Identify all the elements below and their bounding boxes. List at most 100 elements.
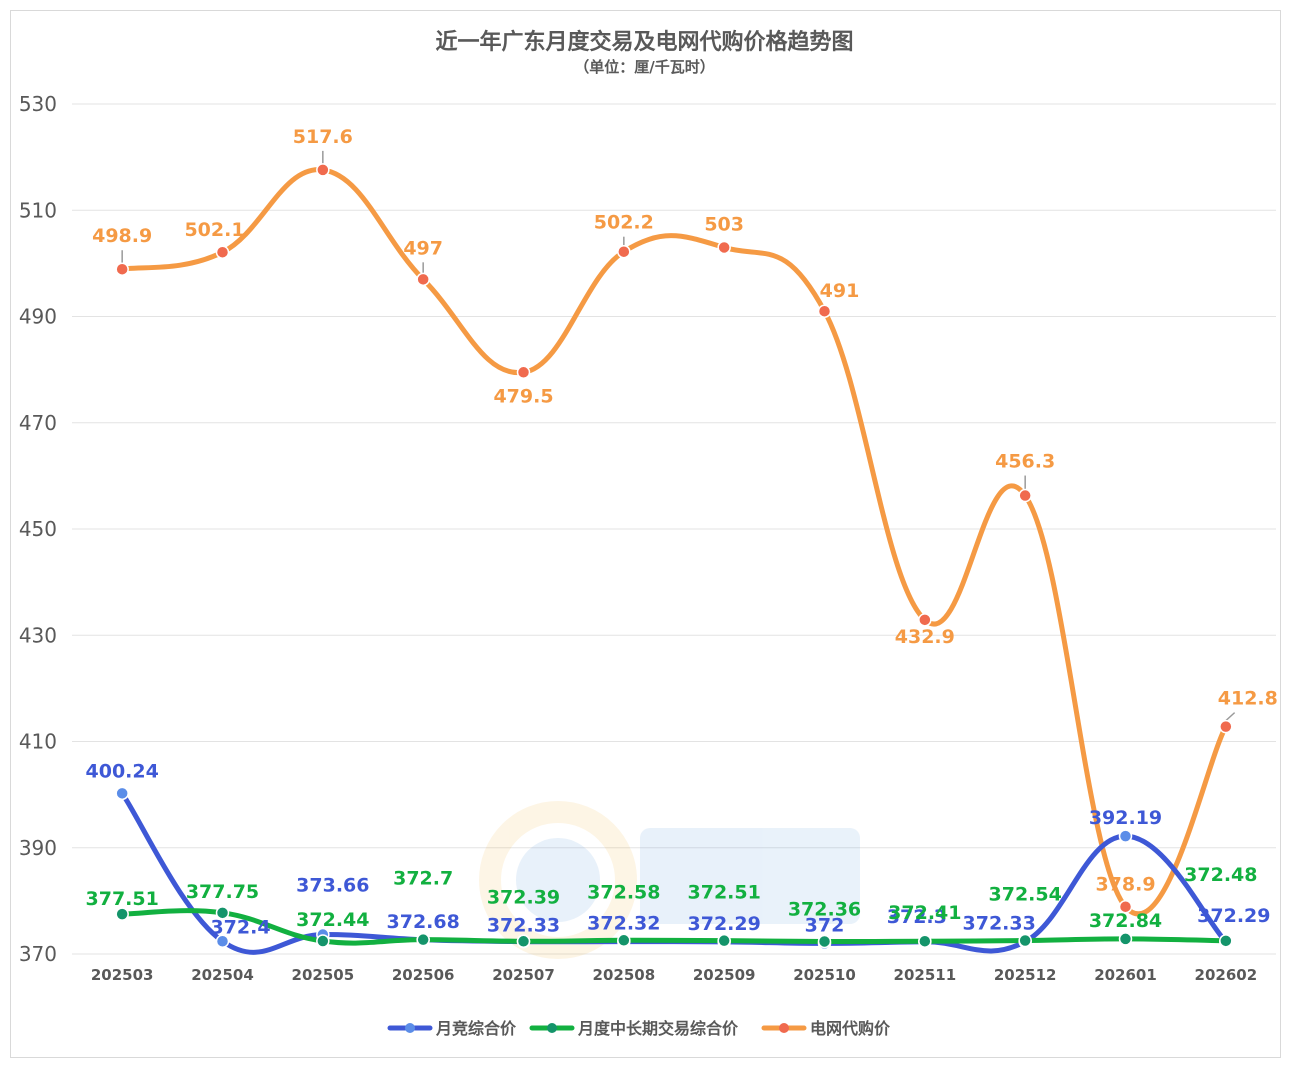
x-tick-label: 202601 [1094, 966, 1157, 984]
chart-frame [10, 10, 1281, 1058]
x-tick-label: 202507 [492, 966, 555, 984]
y-tick-label: 370 [19, 942, 57, 966]
y-tick-label: 490 [19, 305, 57, 329]
data-label: 392.19 [1089, 807, 1162, 829]
y-tick-label: 530 [19, 92, 57, 116]
series-2-point [617, 244, 631, 259]
series-0-point [1118, 829, 1133, 843]
leader-line [1225, 712, 1236, 722]
series-1-point [817, 934, 832, 949]
series-1-point [918, 934, 932, 948]
x-tick-label: 202504 [191, 966, 254, 984]
data-label: 491 [820, 280, 860, 302]
series-2-point [215, 245, 230, 259]
gridlines [72, 103, 1276, 955]
data-label: 378.9 [1095, 874, 1155, 896]
data-label: 372.33 [487, 915, 560, 937]
series-1-point [1219, 934, 1233, 948]
series-markers [115, 163, 1233, 951]
data-label: 377.51 [86, 888, 159, 910]
data-label: 377.75 [186, 881, 259, 903]
series-lines [119, 167, 1229, 955]
x-tick-label: 202510 [793, 966, 856, 984]
data-label: 372.29 [688, 913, 761, 935]
data-labels: 400.24 372.4 373.66 372.68 372.33 372.32 372.2… [86, 126, 1278, 938]
series-2-point [316, 163, 330, 177]
data-label: 372.36 [788, 898, 861, 920]
data-label: 479.5 [493, 385, 553, 407]
x-tick-label: 202503 [91, 966, 154, 984]
x-tick-label: 202511 [894, 966, 957, 984]
label-leader-lines [121, 150, 1236, 722]
data-label: 372.29 [1197, 905, 1270, 927]
data-label: 372.54 [989, 884, 1062, 906]
series-1-point [316, 934, 330, 948]
data-label: 372.3 [887, 906, 947, 928]
data-label: 372.41 [888, 902, 961, 924]
series-2-point [115, 262, 129, 276]
x-tick-label: 202505 [292, 966, 355, 984]
data-label: 372.58 [587, 881, 660, 903]
series-1-point [416, 932, 430, 947]
x-tick-label: 202509 [693, 966, 756, 984]
legend-label: 电网代购价 [810, 1019, 891, 1038]
y-tick-label: 450 [19, 517, 57, 541]
x-tick-label: 202508 [593, 966, 656, 984]
series-2-point [516, 365, 531, 380]
data-label: 372.39 [487, 886, 560, 908]
series-2-point [416, 272, 430, 287]
data-label: 498.9 [92, 225, 152, 247]
data-label: 497 [403, 237, 443, 259]
legend-label: 月竞综合价 [435, 1019, 517, 1038]
series-1-point [617, 933, 631, 948]
series-1-point [516, 934, 531, 949]
data-label: 372.7 [393, 868, 453, 890]
data-label: 503 [704, 213, 744, 235]
series-1-point [1018, 933, 1032, 948]
data-label: 372.33 [963, 913, 1036, 935]
y-tick-label: 410 [19, 730, 57, 754]
chart-subtitle: （单位：厘/千瓦时） [574, 58, 715, 76]
data-label: 372.44 [296, 909, 369, 931]
data-label: 372.51 [688, 882, 761, 904]
series-2-point [1018, 488, 1032, 503]
series-1-point [1118, 932, 1133, 946]
data-label: 412.8 [1218, 688, 1278, 710]
series-line-2 [119, 167, 1229, 917]
legend-swatch-marker [547, 1023, 557, 1033]
data-label: 372.68 [387, 911, 460, 933]
data-label: 372.48 [1184, 864, 1257, 886]
series-2-point [918, 613, 932, 627]
series-2-point [717, 240, 731, 255]
data-label: 372.4 [210, 916, 270, 938]
data-label: 373.66 [296, 875, 369, 897]
series-1-point [717, 933, 731, 948]
series-0-point [115, 786, 129, 801]
data-label: 372 [805, 914, 845, 936]
chart-title: 近一年广东月度交易及电网代购价格趋势图 [435, 30, 854, 55]
x-tick-label: 202512 [994, 966, 1057, 984]
y-tick-label: 470 [19, 411, 57, 435]
y-tick-label: 430 [19, 623, 57, 647]
series-line-1 [119, 908, 1229, 946]
legend: 月竞综合价 月度中长期交易综合价 电网代购价 [387, 1019, 891, 1038]
y-tick-label: 390 [19, 836, 57, 860]
watermark-logo [479, 801, 860, 959]
x-tick-label: 202602 [1195, 966, 1258, 984]
data-label: 517.6 [293, 126, 353, 148]
legend-label: 月度中长期交易综合价 [577, 1019, 739, 1038]
data-label: 456.3 [995, 451, 1055, 473]
series-0-point [215, 934, 230, 948]
data-label: 502.2 [594, 212, 654, 234]
y-tick-label: 510 [19, 198, 57, 222]
data-label: 372.32 [587, 913, 660, 935]
y-axis-ticks: 370 390 410 430 450 470 490 510 530 [19, 92, 57, 966]
data-label: 372.84 [1089, 910, 1162, 932]
data-label: 502.1 [184, 219, 244, 241]
x-tick-label: 202506 [392, 966, 455, 984]
series-1-point [215, 906, 230, 920]
series-2-point [1118, 899, 1133, 914]
data-label: 432.9 [895, 626, 955, 648]
legend-swatch-marker [779, 1023, 789, 1033]
